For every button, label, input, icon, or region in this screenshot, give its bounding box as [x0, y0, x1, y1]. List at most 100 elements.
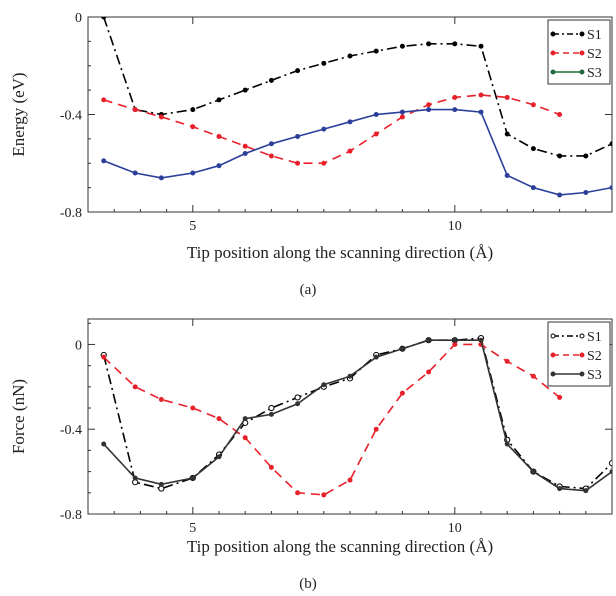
data-point-s3 — [583, 488, 589, 494]
panel-b-force-chart: 5 10 0 -0.4 -0.8 Tip position along the scann… — [9, 318, 613, 592]
data-point-s3 — [295, 401, 301, 407]
series-line-s2 — [103, 343, 561, 496]
data-point-s1 — [452, 41, 458, 47]
data-point-s1 — [399, 43, 405, 49]
legend-label-s1: S1 — [587, 28, 602, 43]
data-point-s1 — [557, 153, 563, 159]
data-point-s3 — [452, 107, 458, 113]
data-point-s3 — [557, 192, 563, 198]
data-point-s1 — [242, 87, 248, 93]
x-tick-label: 10 — [448, 521, 462, 536]
y-tick-label: 0 — [75, 11, 82, 26]
panel-caption: (a) — [300, 282, 317, 298]
data-point-s3 — [321, 126, 327, 132]
data-point-s3 — [609, 185, 612, 191]
data-point-s1 — [478, 43, 484, 49]
data-point-s2 — [321, 492, 327, 498]
data-point-s1 — [608, 460, 612, 467]
data-point-s2 — [399, 390, 405, 396]
data-point-s1 — [504, 131, 510, 137]
data-point-s2 — [504, 358, 510, 364]
data-point-s3 — [426, 337, 432, 343]
legend-marker — [579, 50, 585, 56]
data-point-s2 — [190, 124, 196, 130]
y-tick-label: -0.8 — [60, 206, 82, 221]
data-point-s3 — [609, 469, 612, 475]
x-axis-label: Tip position along the scanning directio… — [187, 243, 493, 262]
panel-caption: (b) — [299, 576, 317, 592]
data-point-s3 — [190, 475, 196, 481]
legend-box — [547, 321, 611, 387]
data-point-s1 — [530, 146, 536, 152]
data-point-s2 — [101, 354, 107, 360]
data-point-s3 — [530, 185, 536, 191]
legend-item-s1: S1 — [550, 28, 602, 43]
data-point-s3 — [373, 354, 379, 360]
data-point-s3 — [478, 109, 484, 115]
data-point-s3 — [190, 170, 196, 176]
series-line-s3 — [103, 339, 612, 492]
data-point-s3 — [242, 416, 248, 422]
legend-label-s1: S1 — [587, 330, 602, 345]
legend-box — [547, 19, 611, 85]
legend-label-s2: S2 — [587, 47, 602, 62]
legend-marker — [550, 50, 556, 56]
data-point-s2 — [158, 114, 164, 120]
data-point-s1 — [426, 41, 432, 47]
legend-label-s3: S3 — [587, 66, 602, 81]
legend: S1 S2 S3 — [547, 321, 611, 387]
data-point-s2 — [373, 131, 379, 137]
data-point-s3 — [242, 151, 248, 156]
data-point-s3 — [295, 133, 301, 139]
plot-area — [100, 334, 612, 498]
data-point-s2 — [399, 114, 405, 120]
data-point-s2 — [321, 160, 327, 166]
data-point-s3 — [530, 469, 536, 475]
data-point-s2 — [101, 97, 107, 103]
legend-marker — [550, 31, 556, 37]
data-point-s2 — [242, 143, 248, 149]
data-point-s2 — [504, 94, 510, 100]
data-point-s3 — [452, 337, 458, 343]
legend-label-s2: S2 — [587, 349, 602, 364]
data-point-s1 — [101, 17, 107, 20]
y-tick-label: -0.4 — [60, 423, 82, 438]
data-point-s2 — [347, 148, 353, 154]
plot-area — [101, 17, 612, 198]
series-line-s1 — [102, 337, 612, 490]
data-point-s1 — [190, 107, 196, 113]
data-point-s3 — [478, 337, 484, 343]
data-point-s3 — [158, 175, 164, 181]
data-point-s3 — [399, 109, 405, 115]
x-tick-label: 5 — [189, 521, 196, 536]
data-point-s1 — [294, 394, 301, 401]
data-point-s3 — [132, 475, 138, 481]
plot-frame — [87, 16, 613, 213]
series-line-s1 — [102, 17, 612, 157]
legend-marker — [579, 352, 585, 358]
data-point-s2 — [452, 94, 458, 100]
data-point-s2 — [373, 426, 379, 432]
data-point-s1 — [295, 68, 301, 74]
data-point-s3 — [347, 373, 353, 379]
panel-a-energy-chart: 5 10 0 -0.4 -0.8 Tip position along the scann… — [9, 11, 613, 298]
data-point-s2 — [557, 112, 563, 117]
data-point-s2 — [452, 341, 458, 347]
data-point-s2 — [295, 490, 301, 496]
data-point-s2 — [216, 416, 222, 422]
data-point-s3 — [216, 163, 222, 169]
legend-item-s2: S2 — [550, 47, 602, 62]
data-point-s3 — [504, 441, 510, 447]
data-point-s2 — [530, 373, 536, 379]
data-point-s2 — [132, 107, 138, 113]
y-tick-label: 0 — [75, 338, 82, 353]
data-point-s3 — [268, 141, 274, 147]
data-point-s2 — [295, 160, 301, 166]
data-point-s1 — [268, 404, 275, 412]
data-point-s2 — [132, 384, 138, 390]
x-tick-label: 5 — [189, 219, 196, 234]
legend-marker — [579, 371, 585, 377]
legend-marker — [579, 333, 585, 339]
x-axis-label: Tip position along the scanning directio… — [187, 537, 493, 556]
data-point-s2 — [347, 477, 353, 483]
